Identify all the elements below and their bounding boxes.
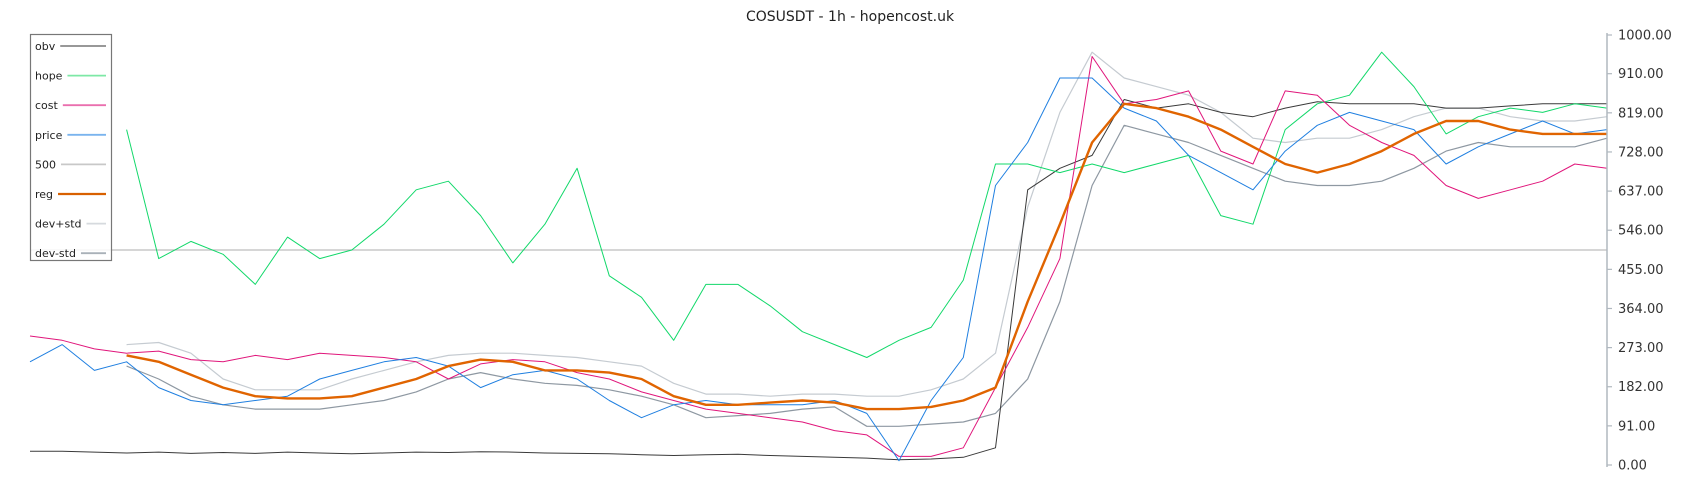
legend-label: reg [35, 188, 53, 201]
y-tick-label: 728.00 [1618, 145, 1664, 160]
series-line-dev+std [126, 51, 1608, 397]
y-axis: 0.00 91.00 182.00 273.00 364.00 455.00 546.00 6… [1606, 29, 1672, 474]
series-line-price [29, 77, 1608, 462]
legend-item-reg[interactable]: reg [35, 188, 106, 201]
legend-item-500[interactable]: 500 [35, 158, 106, 171]
y-tick-label: 637.00 [1618, 185, 1664, 200]
y-tick-label: 910.00 [1618, 67, 1664, 82]
legend-item-dev+std[interactable]: dev+std [35, 218, 106, 231]
legend-label: cost [35, 99, 59, 112]
legend-item-price[interactable]: price [35, 129, 106, 142]
legend-label: hope [35, 70, 63, 83]
y-tick-label: 0.00 [1618, 459, 1647, 474]
legend: obv hope cost price 500 reg dev+std dev-std [29, 33, 113, 262]
legend-label: dev+std [35, 218, 82, 231]
series-layer [29, 51, 1608, 462]
legend-label: price [35, 129, 63, 142]
legend-label: obv [35, 40, 56, 53]
legend-item-obv[interactable]: obv [35, 40, 106, 53]
legend-label: dev-std [35, 247, 76, 260]
series-line-dev-std [126, 124, 1608, 427]
y-tick-label: 91.00 [1618, 419, 1655, 434]
series-line-hope [126, 51, 1608, 358]
y-tick-label: 1000.00 [1618, 29, 1672, 44]
y-tick-label: 364.00 [1618, 302, 1664, 317]
y-tick-label: 455.00 [1618, 263, 1664, 278]
y-tick-label: 182.00 [1618, 380, 1664, 395]
y-tick-label: 819.00 [1618, 106, 1664, 121]
series-line-obv [30, 99, 1607, 461]
chart-title: COSUSDT - 1h - hopencost.uk [745, 9, 955, 25]
y-tick-label: 546.00 [1618, 224, 1664, 239]
legend-item-dev-std[interactable]: dev-std [35, 247, 106, 260]
legend-label: 500 [35, 158, 56, 171]
legend-item-hope[interactable]: hope [35, 70, 106, 83]
series-line-cost [29, 56, 1608, 457]
legend-item-cost[interactable]: cost [35, 99, 106, 112]
series-line-reg [126, 102, 1607, 411]
y-tick-label: 273.00 [1618, 341, 1664, 356]
